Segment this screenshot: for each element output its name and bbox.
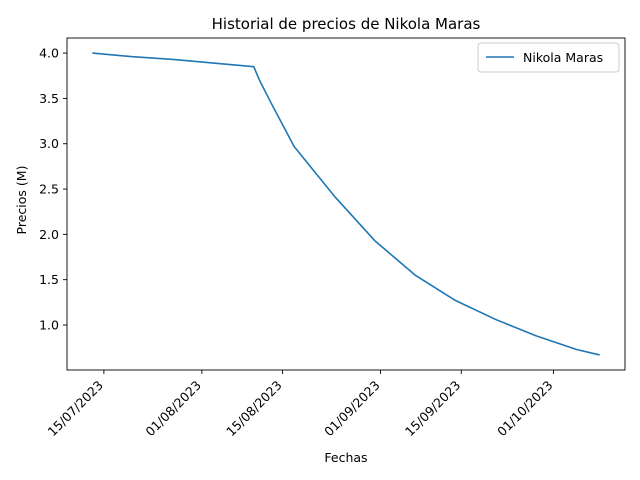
- x-axis-label: Fechas: [324, 450, 367, 465]
- x-tick-label: 01/08/2023: [142, 378, 204, 440]
- y-tick-label: 2.0: [39, 227, 59, 242]
- x-tick-label: 15/08/2023: [223, 378, 285, 440]
- y-tick-label: 3.5: [39, 91, 59, 106]
- series-line-nikola-maras: [92, 52, 600, 356]
- y-axis-label: Precios (M): [14, 166, 29, 235]
- x-tick-label: 15/07/2023: [44, 378, 106, 440]
- y-tick-label: 2.5: [39, 182, 59, 197]
- x-tick-label: 01/10/2023: [494, 378, 556, 440]
- y-tick-label: 1.5: [39, 272, 59, 287]
- x-tick-label: 15/09/2023: [402, 378, 464, 440]
- chart-title: Historial de precios de Nikola Maras: [212, 15, 481, 33]
- legend-frame: [477, 42, 620, 73]
- legend: Nikola Maras: [477, 42, 620, 73]
- plot-area: 1.0 1.5 2.0 2.5 3.0 3.5 4.0 15/07/2023 01/08/202…: [39, 37, 626, 440]
- axes-frame: [66, 37, 626, 371]
- legend-label: Nikola Maras: [523, 50, 603, 65]
- x-tick-label: 01/09/2023: [321, 378, 383, 440]
- y-tick-label: 1.0: [39, 317, 59, 332]
- y-tick-label: 4.0: [39, 46, 59, 61]
- y-tick-label: 3.0: [39, 136, 59, 151]
